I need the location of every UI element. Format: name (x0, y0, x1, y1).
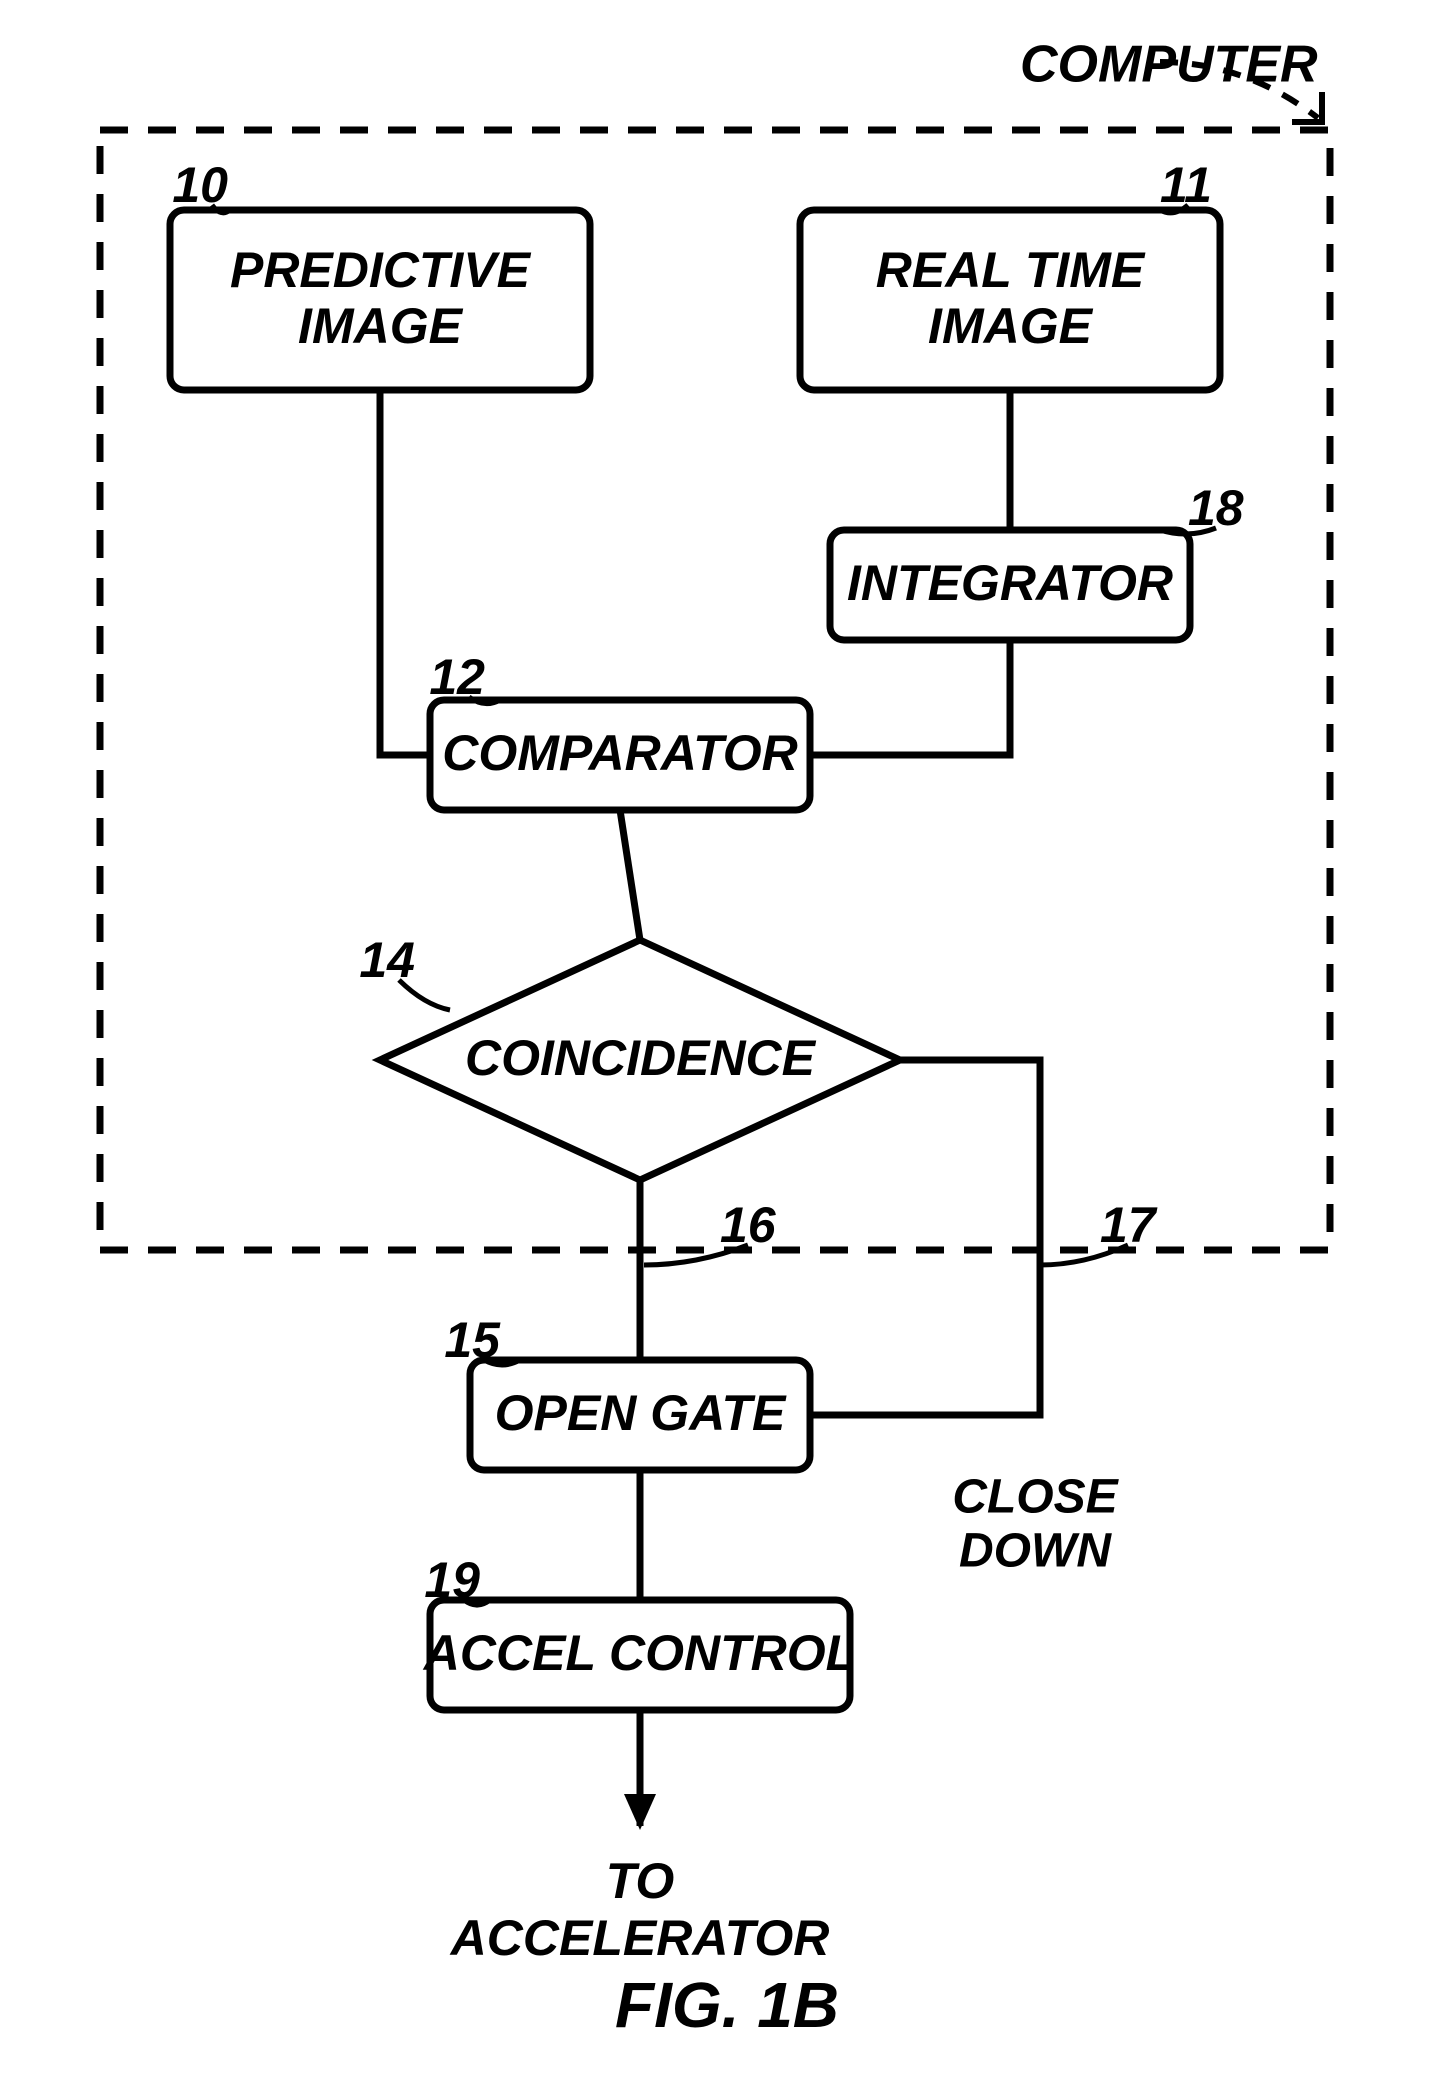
ref-14: 14 (359, 932, 415, 988)
arrowhead-icon (624, 1794, 656, 1830)
close-down-label: CLOSE (952, 1471, 1119, 1524)
edge-integrator-to-comparator (810, 640, 1010, 755)
real-time-image-label: REAL TIME (876, 242, 1146, 298)
edge-close-down (810, 1060, 1040, 1415)
ref-19: 19 (424, 1552, 480, 1608)
to-accelerator-label: ACCELERATOR (449, 1910, 830, 1966)
integrator-label: INTEGRATOR (847, 555, 1173, 611)
computer-label: COMPUTER (1020, 36, 1318, 94)
predictive-image-label: IMAGE (298, 298, 464, 354)
ref-17: 17 (1100, 1197, 1158, 1253)
edge-predictive-to-comparator (380, 390, 430, 755)
edge-comparator-to-coincidence (620, 810, 640, 940)
ref-12: 12 (429, 649, 485, 705)
coincidence-label: COINCIDENCE (465, 1030, 817, 1086)
ref-leader (399, 980, 450, 1010)
ref-15: 15 (444, 1312, 501, 1368)
comparator-label: COMPARATOR (442, 725, 798, 781)
real-time-image-label: IMAGE (928, 298, 1094, 354)
predictive-image-label: PREDICTIVE (230, 242, 532, 298)
open-gate-label: OPEN GATE (495, 1385, 787, 1441)
accel-control-label: ACCEL CONTROL (422, 1625, 856, 1681)
ref-16: 16 (720, 1197, 777, 1253)
ref-10: 10 (172, 157, 228, 213)
figure-caption: FIG. 1B (615, 1969, 839, 2041)
close-down-label: DOWN (959, 1525, 1112, 1578)
to-accelerator-label: TO (606, 1853, 675, 1909)
